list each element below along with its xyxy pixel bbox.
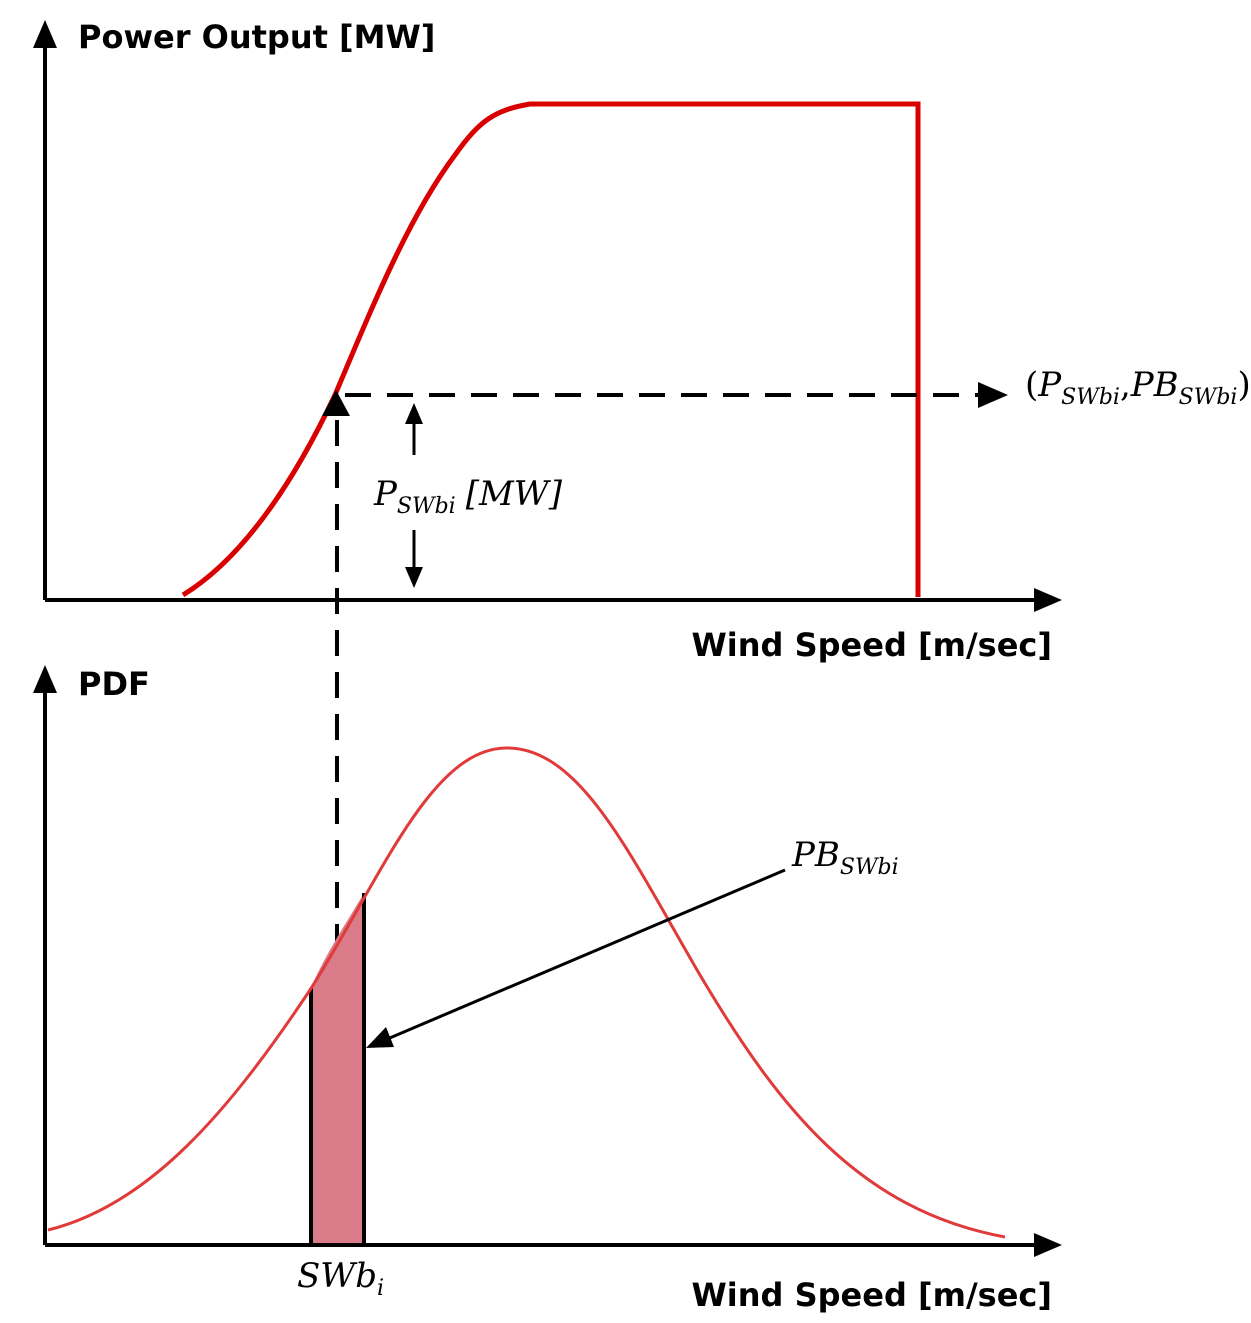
pdf-curve bbox=[47, 746, 1006, 1239]
power-curve bbox=[181, 101, 921, 598]
bottom-y-axis-arrowhead bbox=[33, 665, 57, 693]
top-panel: Power Output [MW] Wind Speed [m/sec] PSW… bbox=[33, 18, 1251, 664]
bottom-panel: PDF Wind Speed [m/sec] PBSWbi SWbi bbox=[33, 665, 1062, 1314]
probability-label: PBSWbi bbox=[791, 835, 899, 880]
bottom-y-axis-label: PDF bbox=[78, 665, 150, 703]
bottom-x-axis-label: Wind Speed [m/sec] bbox=[692, 1276, 1053, 1314]
power-arrow-up-head bbox=[405, 403, 423, 424]
output-arrowhead bbox=[978, 382, 1008, 408]
bin-label: SWbi bbox=[297, 1256, 384, 1301]
operating-point-label: (PSWbi,PBSWbi) bbox=[1025, 365, 1251, 410]
power-annotation: PSWbi [MW] bbox=[373, 474, 563, 519]
power-arrow-down-head bbox=[405, 567, 423, 588]
top-y-axis-label: Power Output [MW] bbox=[78, 18, 435, 56]
operating-point-marker bbox=[322, 390, 350, 416]
probability-leader-arrowhead bbox=[366, 1027, 394, 1048]
top-y-axis-arrowhead bbox=[33, 20, 57, 48]
bottom-x-axis-arrowhead bbox=[1034, 1233, 1062, 1257]
top-x-axis-label: Wind Speed [m/sec] bbox=[692, 626, 1053, 664]
top-x-axis-arrowhead bbox=[1034, 588, 1062, 612]
probability-leader-line bbox=[384, 868, 786, 1042]
probability-bin-fill bbox=[311, 893, 364, 1243]
